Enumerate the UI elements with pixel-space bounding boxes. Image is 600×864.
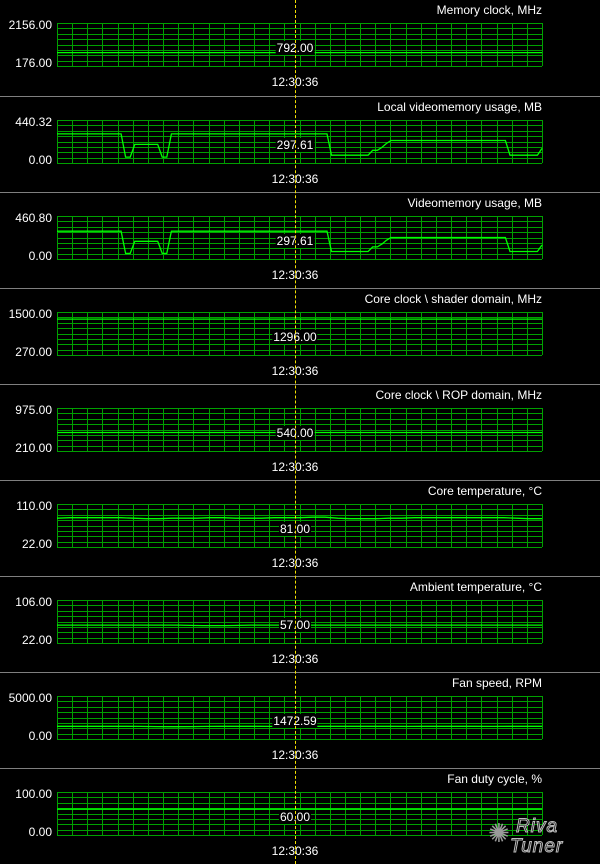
current-value-label: 81.00	[278, 522, 312, 536]
cursor-time-label: 12:30:36	[271, 364, 319, 378]
graph-panel-memory-clock: Memory clock, MHz 2156.00 176.00 792.00 12:3…	[0, 0, 600, 96]
current-value-label: 540.00	[275, 426, 315, 440]
y-axis-max-label: 5000.00	[8, 691, 52, 705]
y-axis-min-label: 210.00	[15, 441, 52, 455]
graph-grid	[57, 120, 543, 164]
panel-title: Fan speed, RPM	[451, 676, 542, 690]
y-axis-max-label: 460.80	[15, 211, 52, 225]
gear-star-icon: ✺	[488, 818, 510, 848]
cursor-time-label: 12:30:36	[271, 652, 319, 666]
graph-grid	[57, 504, 543, 548]
y-axis-min-label: 22.00	[21, 633, 52, 647]
y-axis-max-label: 110.00	[16, 499, 52, 513]
graph-panel-core-clock-rop: Core clock \ ROP domain, MHz 975.00 210.00…	[0, 384, 600, 480]
panel-title: Videomemory usage, MB	[407, 196, 542, 210]
cursor-time-label: 12:30:36	[271, 556, 319, 570]
y-axis-max-label: 975.00	[15, 403, 52, 417]
graph-grid	[57, 408, 543, 452]
y-axis-min-label: 270.00	[15, 345, 52, 359]
panel-title: Fan duty cycle, %	[447, 772, 542, 786]
cursor-time-label: 12:30:36	[271, 75, 319, 89]
series-line	[57, 230, 543, 255]
graph-plot[interactable]	[57, 312, 543, 356]
graph-grid	[57, 23, 543, 67]
graph-panel-ambient-temperature: Ambient temperature, °C 106.00 22.00 57.00 1…	[0, 576, 600, 672]
graph-panel-local-videomemory-usage: Local videomemory usage, MB 440.32 0.00 297…	[0, 96, 600, 192]
cursor-time-label: 12:30:36	[271, 460, 319, 474]
graph-plot[interactable]	[57, 23, 543, 67]
y-axis-min-label: 0.00	[28, 729, 52, 743]
graph-panel-core-clock-shader: Core clock \ shader domain, MHz 1500.00 27…	[0, 288, 600, 384]
graph-plot[interactable]	[57, 216, 543, 260]
cursor-time-label: 12:30:36	[271, 172, 319, 186]
panel-title: Local videomemory usage, MB	[377, 100, 542, 114]
y-axis-min-label: 0.00	[28, 825, 52, 839]
y-axis-max-label: 2156.00	[8, 18, 52, 32]
y-axis-max-label: 1500.00	[8, 307, 52, 321]
graph-panel-fan-duty-cycle: Fan duty cycle, % 100.00 0.00 60.00 12:30:36	[0, 768, 600, 864]
current-value-label: 297.61	[275, 138, 315, 152]
rivatuner-logo: ✺ Riva Tuner	[488, 812, 600, 864]
y-axis-min-label: 0.00	[28, 249, 52, 263]
cursor-time-label: 12:30:36	[271, 844, 319, 858]
y-axis-max-label: 106.00	[15, 595, 52, 609]
current-value-label: 1296.00	[272, 330, 318, 344]
graph-panel-videomemory-usage: Videomemory usage, MB 460.80 0.00 297.61 12:…	[0, 192, 600, 288]
panel-title: Ambient temperature, °C	[409, 580, 542, 594]
current-value-label: 1472.59	[272, 714, 318, 728]
current-value-label: 297.61	[275, 234, 315, 248]
graph-grid	[57, 312, 543, 356]
y-axis-min-label: 176.00	[15, 56, 52, 70]
logo-text-line2: Tuner	[509, 836, 564, 858]
current-value-label: 792.00	[275, 41, 315, 55]
graph-grid	[57, 792, 543, 836]
y-axis-min-label: 22.00	[21, 537, 52, 551]
current-value-label: 57.00	[278, 618, 312, 632]
cursor-time-label: 12:30:36	[271, 268, 319, 282]
panel-title: Core clock \ shader domain, MHz	[364, 292, 542, 306]
y-axis-min-label: 0.00	[28, 153, 52, 167]
series-line	[57, 133, 543, 158]
logo-text-line1: Riva	[515, 816, 559, 838]
graph-plot[interactable]	[57, 792, 543, 836]
y-axis-max-label: 440.32	[15, 115, 52, 129]
cursor-time-label: 12:30:36	[271, 748, 319, 762]
series-line	[56, 516, 542, 520]
graph-panel-fan-speed: Fan speed, RPM 5000.00 0.00 1472.59 12:30:36	[0, 672, 600, 768]
panel-title: Core clock \ ROP domain, MHz	[375, 388, 543, 402]
graph-panel-core-temperature: Core temperature, °C 110.00 22.00 81.00 12:3…	[0, 480, 600, 576]
graph-grid	[57, 216, 543, 260]
y-axis-max-label: 100.00	[15, 787, 52, 801]
current-value-label: 60.00	[278, 810, 312, 824]
graph-plot[interactable]	[56, 504, 543, 548]
panel-title: Core temperature, °C	[427, 484, 542, 498]
panel-title: Memory clock, MHz	[436, 3, 542, 17]
graph-plot[interactable]	[57, 120, 543, 164]
